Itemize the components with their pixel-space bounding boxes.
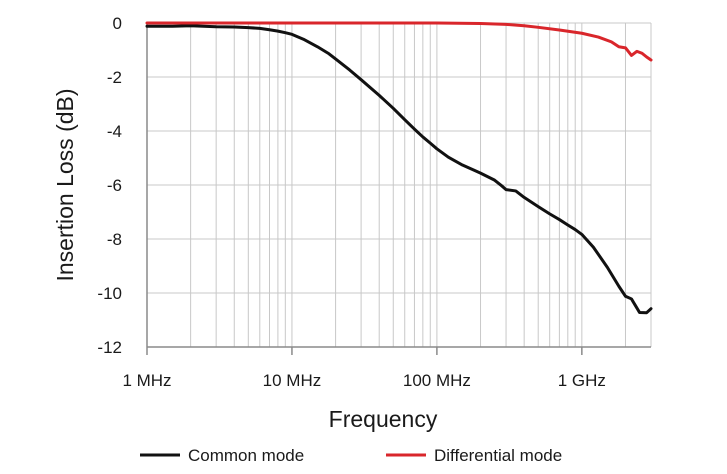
y-tick-label: -4 bbox=[107, 122, 122, 141]
y-tick-label: -6 bbox=[107, 176, 122, 195]
y-tick-label: -12 bbox=[97, 338, 122, 357]
y-tick-label: 0 bbox=[113, 14, 122, 33]
legend-label-common-mode: Common mode bbox=[188, 446, 304, 465]
axes bbox=[146, 23, 651, 348]
legend: Common mode Differential mode bbox=[140, 446, 562, 465]
series-line-differential-mode bbox=[145, 21, 653, 62]
x-tick-label: 1 MHz bbox=[122, 371, 171, 390]
x-tick-label: 100 MHz bbox=[403, 371, 471, 390]
grid bbox=[146, 22, 652, 348]
y-tick-label: -10 bbox=[97, 284, 122, 303]
y-tick-label: -2 bbox=[107, 68, 122, 87]
series bbox=[145, 21, 653, 315]
legend-label-differential-mode: Differential mode bbox=[434, 446, 562, 465]
series-line-common-mode bbox=[145, 24, 653, 315]
x-tick-label: 1 GHz bbox=[558, 371, 606, 390]
y-tick-label: -8 bbox=[107, 230, 122, 249]
y-axis-title: Insertion Loss (dB) bbox=[52, 88, 78, 281]
x-tick-labels: 1 MHz 10 MHz 100 MHz 1 GHz bbox=[122, 347, 606, 390]
x-tick-label: 10 MHz bbox=[263, 371, 322, 390]
y-tick-labels: 0 -2 -4 -6 -8 -10 -12 bbox=[97, 14, 122, 357]
x-axis-title: Frequency bbox=[329, 406, 438, 432]
